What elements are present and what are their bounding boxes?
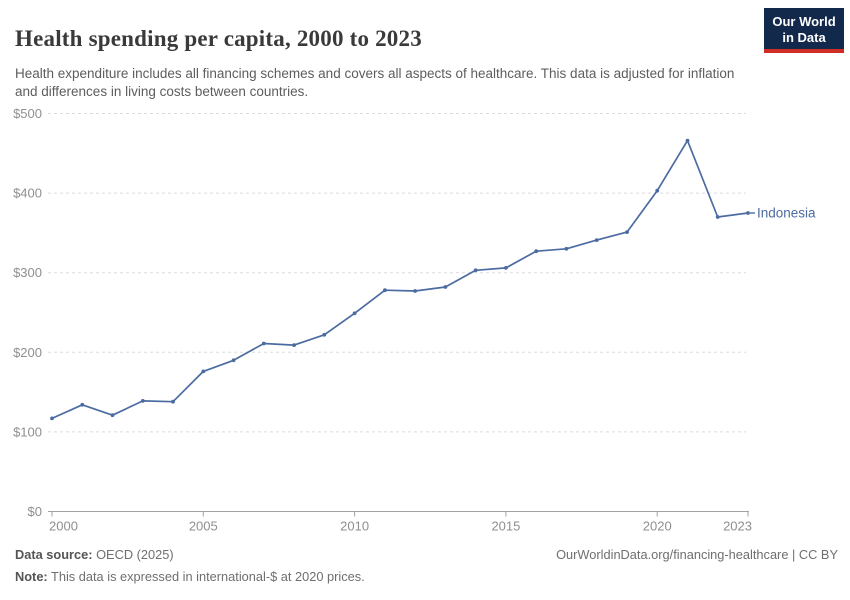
y-axis-tick-label: $400 [13,186,42,201]
owid-logo[interactable]: Our World in Data [764,8,844,53]
x-axis-tick-label: 2010 [340,519,369,534]
data-point [322,332,327,337]
data-point [534,249,539,254]
data-point [352,311,357,316]
data-point [715,215,720,219]
data-point [383,288,387,293]
data-point [171,399,175,404]
data-source-value: OECD (2025) [92,547,174,562]
owid-logo-line1: Our World [772,14,836,29]
page-subtitle: Health expenditure includes all financin… [15,65,735,99]
data-point [50,416,54,421]
y-axis-tick-label: $0 [28,504,42,519]
y-axis-tick-label: $200 [13,345,42,360]
data-point [231,358,236,363]
data-point [201,369,206,374]
page-title: Health spending per capita, 2000 to 2023 [15,26,422,52]
y-axis-tick-label: $100 [13,424,42,439]
data-point [443,285,448,289]
x-axis-tick-label: 2005 [189,519,218,534]
x-axis-tick-label: 2023 [723,519,752,534]
data-point [655,188,660,193]
owid-logo-line2: in Data [782,30,826,45]
owid-url-link[interactable]: OurWorldinData.org/financing-healthcare … [556,547,838,562]
data-point [110,413,115,418]
data-line [51,139,749,420]
data-point [746,211,750,215]
y-axis-tick-label: $500 [13,106,42,121]
note-value: This data is expressed in international-… [47,569,365,584]
note-label: Note: [15,569,48,584]
data-point [140,399,145,403]
data-point [594,238,599,243]
data-point [564,246,569,251]
entity-label: Indonesia [757,206,816,221]
note-line: Note: This data is expressed in internat… [15,569,365,584]
data-point [80,402,85,407]
data-point [413,289,417,293]
data-point [625,230,629,235]
data-point [504,266,508,270]
x-axis-tick-label: 2020 [643,519,672,534]
data-source-label: Data source: [15,547,93,562]
chart-footer: Data source: OECD (2025) OurWorldinData.… [15,547,838,584]
data-point [685,138,690,143]
data-point [473,268,478,273]
data-point [261,341,266,346]
data-point [292,343,296,347]
x-axis-tick-label: 2015 [491,519,520,534]
y-axis-tick-label: $300 [13,265,42,280]
data-source-line: Data source: OECD (2025) [15,547,174,562]
x-axis-tick-label: 2000 [49,519,78,534]
